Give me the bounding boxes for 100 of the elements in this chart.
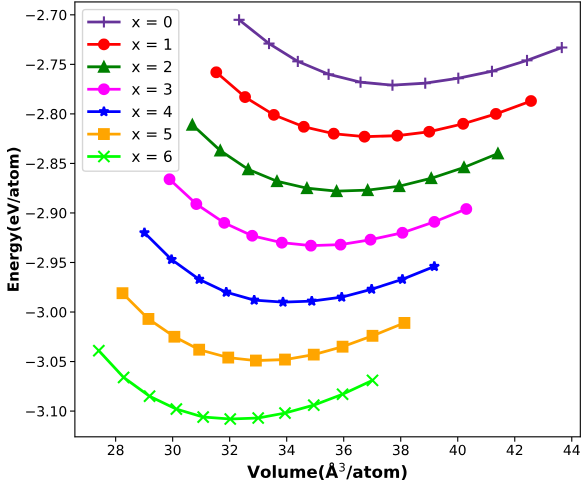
point [398,317,410,329]
point [242,163,254,176]
point [525,95,537,107]
point [190,198,202,210]
y-tick-label: −3.00 [26,306,66,318]
point [490,108,502,120]
y-tick-label: −2.95 [26,257,66,268]
point [336,388,350,401]
point [279,354,291,366]
point [305,240,317,252]
point [168,330,180,343]
legend-label: x = 5 [132,128,172,140]
point [328,128,340,140]
point [308,348,320,361]
point [364,234,376,246]
point [391,130,404,142]
point [142,390,156,403]
point [218,216,230,229]
point [262,36,276,50]
point [423,126,436,138]
point [428,216,440,228]
x-tick-label: 36 [336,444,352,456]
point [138,226,150,238]
point [164,173,176,186]
legend-label: x = 1 [132,38,172,50]
point [386,78,400,92]
point [117,370,130,384]
legend-label: x = 0 [132,16,172,28]
point [306,295,318,306]
x-tick-label: 32 [222,444,238,456]
x-tick-label: 34 [278,444,295,456]
y-axis-title: Energy(eV/atom) [7,148,22,291]
point [239,91,251,103]
point [268,108,280,121]
legend-label: x = 6 [132,150,172,162]
point [214,144,226,156]
point [396,273,408,284]
point [222,352,234,364]
point [330,185,342,198]
point [555,40,568,54]
y-tick-label: −2.90 [26,208,66,218]
point [418,76,432,90]
point [520,54,534,67]
x-tick-label: 40 [450,444,466,456]
x-axis-title: Volume(Å$^{3}$/atom) [247,462,407,480]
point [246,230,258,242]
point [336,291,348,302]
point [193,344,206,356]
point [358,130,370,143]
point [354,76,368,89]
point [492,148,504,160]
point [170,402,183,416]
point [301,182,313,194]
point [166,254,178,264]
point [252,411,265,425]
point [336,340,348,353]
point [220,286,232,298]
point [232,13,246,26]
point [485,64,499,78]
y-tick-label: −2.80 [26,108,66,120]
point [194,273,205,284]
point [186,118,198,131]
point [224,412,237,426]
y-tick-label: −3.10 [26,406,66,417]
point [291,54,304,68]
point [428,260,440,272]
legend-label: x = 3 [132,83,172,95]
point [250,354,262,366]
y-tick-label: −2.75 [26,59,66,70]
point [362,184,374,196]
point [277,296,289,308]
x-tick-label: 30 [164,444,181,456]
point [425,172,438,184]
point [298,120,310,133]
point [196,410,210,424]
point [116,287,128,300]
point [271,175,283,188]
legend-label: x = 2 [132,60,172,72]
x-tick-label: 44 [564,444,580,456]
point [276,236,288,249]
point [366,283,378,294]
legend-label: x = 4 [132,106,172,118]
point [92,344,106,358]
point [457,118,470,130]
point [210,66,222,78]
point [366,330,378,342]
y-tick-label: −3.05 [26,356,66,368]
y-tick-label: −2.85 [26,158,66,169]
point [366,374,380,387]
x-tick-label: 28 [108,444,124,456]
point [396,226,408,239]
x-tick-label: 38 [392,444,409,456]
point [142,313,154,325]
point [278,406,292,420]
point [452,72,465,85]
point [460,203,472,215]
point [458,161,470,174]
x-tick-label: 42 [506,444,522,456]
y-tick-label: −2.70 [26,10,66,20]
point [248,294,260,306]
